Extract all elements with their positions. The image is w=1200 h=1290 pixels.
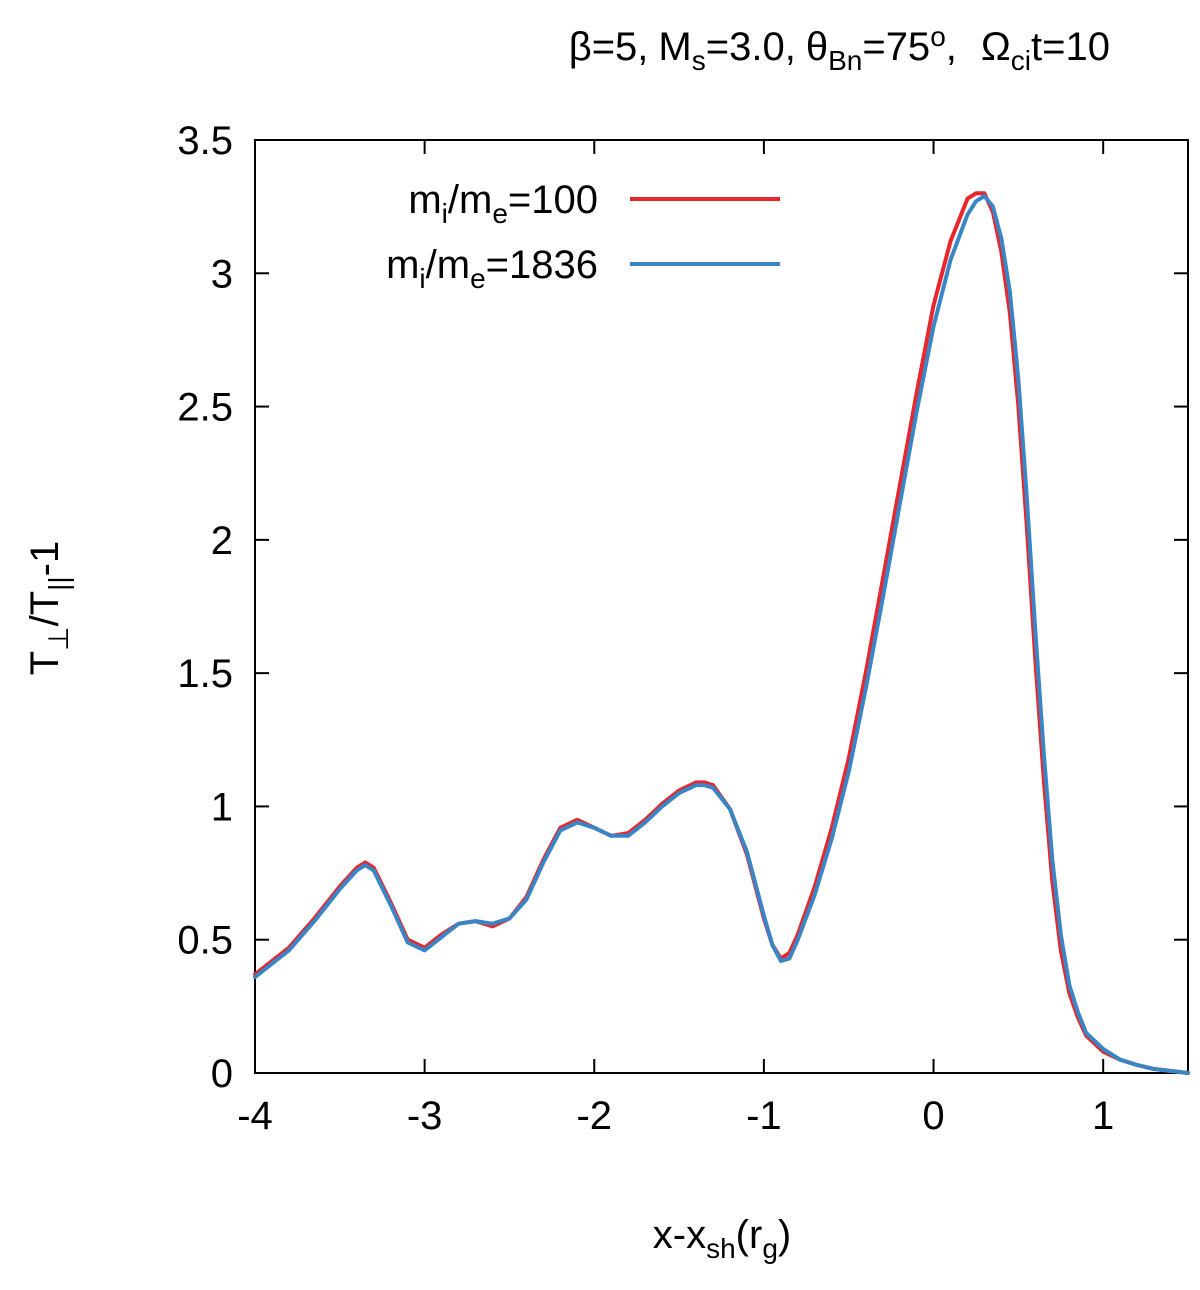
title-ms-sub: s (692, 45, 706, 76)
x-tick-label: -2 (576, 1094, 612, 1138)
xlabel-main: x-x (653, 1213, 706, 1257)
x-tick-label: 0 (922, 1094, 944, 1138)
plot-frame (254, 139, 1189, 1074)
ticks-layer: -4 -3 -2 -1 0 1 0 0.5 1 1.5 2 2.5 3 3.5 (177, 119, 1188, 1138)
title-ms-value: =3.0, (706, 25, 796, 69)
ylabel-sub1: ⊥ (43, 626, 74, 650)
ylabel-sub2: || (43, 576, 74, 591)
xlabel-close: ) (778, 1213, 791, 1257)
ylabel-t2: /T (23, 591, 67, 627)
chart-title: β=5, Ms=3.0, θBn=75o, Ωcit=10 (569, 21, 1110, 76)
title-beta: β=5, (569, 25, 649, 69)
series-layer (253, 191, 1190, 1075)
y-tick-label: 1 (211, 785, 233, 829)
x-tick-label: -4 (237, 1094, 273, 1138)
title-omega: Ω (981, 25, 1011, 69)
legend-label-series-1: mi/me=100 (408, 178, 598, 229)
xlabel-open: (r (736, 1213, 763, 1257)
y-tick-label: 2.5 (177, 386, 233, 430)
y-tick-label: 1.5 (177, 652, 233, 696)
legend: mi/me=100 mi/me=1836 (386, 178, 780, 294)
y-tick-label: 3 (211, 252, 233, 296)
series-line-1 (253, 191, 1190, 1075)
x-tick-label: 1 (1092, 1094, 1114, 1138)
title-theta: θ (806, 25, 828, 69)
series-line-2 (253, 194, 1190, 1075)
y-tick-label: 3.5 (177, 119, 233, 163)
title-omega-sub: ci (1011, 45, 1031, 76)
x-tick-label: -1 (746, 1094, 782, 1138)
title-theta-sub: Bn (828, 45, 862, 76)
title-theta-value: =75 (862, 25, 930, 69)
title-theta-tail: , (946, 25, 957, 69)
ylabel-tail: -1 (23, 541, 67, 577)
title-theta-sup: o (930, 21, 946, 52)
legend-label-series-2: mi/me=1836 (386, 243, 598, 294)
y-tick-label: 0.5 (177, 919, 233, 963)
ylabel-t1: T (23, 651, 67, 675)
y-tick-label: 2 (211, 519, 233, 563)
xlabel-sub: sh (706, 1233, 736, 1264)
x-axis-label: x-xsh(rg) (653, 1213, 791, 1264)
title-omega-value: t=10 (1031, 25, 1110, 69)
x-tick-label: -3 (407, 1094, 443, 1138)
title-ms: M (658, 25, 691, 69)
y-tick-label: 0 (211, 1052, 233, 1096)
xlabel-sub2: g (762, 1233, 778, 1264)
y-axis-label: T⊥/T||-1 (23, 541, 74, 676)
